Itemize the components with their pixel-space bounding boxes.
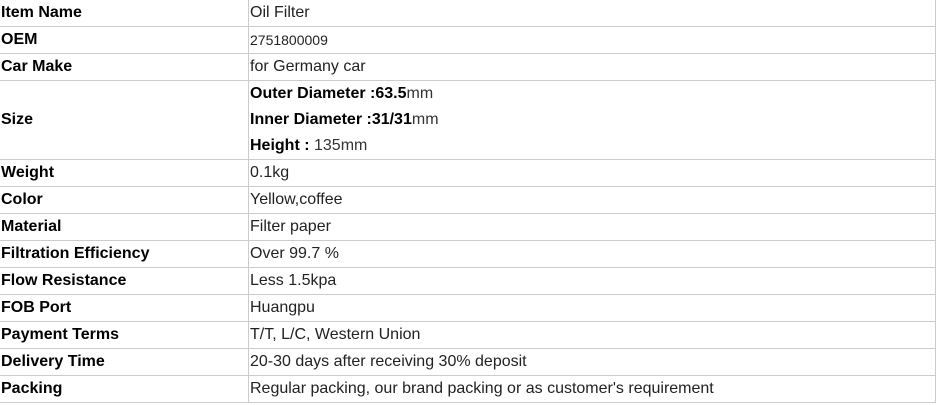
- label: Packing: [0, 375, 249, 403]
- label: OEM: [0, 26, 249, 54]
- table-row: Flow Resistance Less 1.5kpa: [0, 267, 936, 295]
- value: Over 99.7 %: [248, 240, 936, 268]
- label: Delivery Time: [0, 348, 249, 376]
- label: Color: [0, 186, 249, 214]
- label: Filtration Efficiency: [0, 240, 249, 268]
- table-row: Weight 0.1kg: [0, 159, 936, 187]
- value: Regular packing, our brand packing or as…: [248, 375, 936, 403]
- table-row: Delivery Time 20-30 days after receiving …: [0, 348, 936, 376]
- outer-diameter: Outer Diameter :63.5mm: [250, 85, 434, 102]
- value: 0.1kg: [248, 159, 936, 187]
- value: Filter paper: [248, 213, 936, 241]
- inner-diameter: Inner Diameter :31/31mm: [250, 111, 439, 128]
- table-row: Packing Regular packing, our brand packin…: [0, 375, 936, 403]
- value: 2751800009: [248, 26, 936, 54]
- value: Outer Diameter :63.5mm Inner Diameter :3…: [248, 80, 936, 160]
- value: T/T, L/C, Western Union: [248, 321, 936, 349]
- value: Huangpu: [248, 294, 936, 322]
- value: for Germany car: [248, 53, 936, 81]
- table-row: Material Filter paper: [0, 213, 936, 241]
- label: Size: [0, 80, 249, 160]
- table-row: Car Make for Germany car: [0, 53, 936, 81]
- label: Material: [0, 213, 249, 241]
- label: Payment Terms: [0, 321, 249, 349]
- label: FOB Port: [0, 294, 249, 322]
- table-row: Size Outer Diameter :63.5mm Inner Diamet…: [0, 80, 936, 160]
- table-row: Color Yellow,coffee: [0, 186, 936, 214]
- label: Weight: [0, 159, 249, 187]
- label: Flow Resistance: [0, 267, 249, 295]
- value: Less 1.5kpa: [248, 267, 936, 295]
- value: Oil Filter: [248, 0, 936, 27]
- height: Height : 135mm: [250, 137, 368, 154]
- table-row: OEM 2751800009: [0, 26, 936, 54]
- value: 20-30 days after receiving 30% deposit: [248, 348, 936, 376]
- table-row: FOB Port Huangpu: [0, 294, 936, 322]
- table-row: Payment Terms T/T, L/C, Western Union: [0, 321, 936, 349]
- label: Item Name: [0, 0, 249, 27]
- table-row: Filtration Efficiency Over 99.7 %: [0, 240, 936, 268]
- label: Car Make: [0, 53, 249, 81]
- value: Yellow,coffee: [248, 186, 936, 214]
- table-row: Item Name Oil Filter: [0, 0, 936, 27]
